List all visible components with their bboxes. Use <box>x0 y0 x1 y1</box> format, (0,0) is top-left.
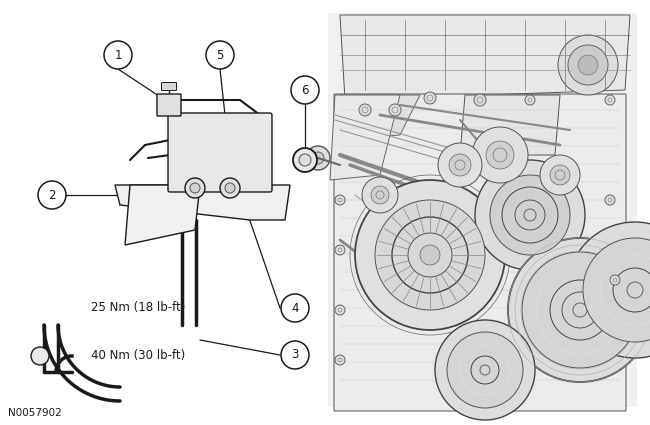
Text: 4: 4 <box>291 301 299 314</box>
Circle shape <box>335 355 345 365</box>
Circle shape <box>408 233 452 277</box>
Circle shape <box>613 268 650 312</box>
Text: 2: 2 <box>48 189 56 201</box>
Circle shape <box>392 217 468 293</box>
Circle shape <box>486 141 514 169</box>
Circle shape <box>600 255 650 325</box>
Polygon shape <box>460 95 560 155</box>
Circle shape <box>389 104 401 116</box>
Circle shape <box>225 183 235 193</box>
Circle shape <box>355 180 505 330</box>
Circle shape <box>281 294 309 322</box>
Circle shape <box>312 152 324 164</box>
Text: 5: 5 <box>216 48 224 62</box>
Circle shape <box>447 332 523 408</box>
Circle shape <box>293 148 317 172</box>
Circle shape <box>567 222 650 358</box>
Circle shape <box>550 280 610 340</box>
Circle shape <box>31 347 49 365</box>
Circle shape <box>524 209 536 221</box>
Circle shape <box>550 165 570 185</box>
Circle shape <box>605 195 615 205</box>
Text: 1: 1 <box>114 48 122 62</box>
Circle shape <box>299 154 311 166</box>
Circle shape <box>424 92 436 104</box>
Circle shape <box>525 95 535 105</box>
Text: 25 Nm (18 lb-ft): 25 Nm (18 lb-ft) <box>90 301 185 314</box>
Circle shape <box>540 155 580 195</box>
Circle shape <box>371 186 389 204</box>
Circle shape <box>359 104 371 116</box>
Circle shape <box>362 177 398 213</box>
Circle shape <box>474 94 486 106</box>
FancyBboxPatch shape <box>328 13 637 407</box>
Polygon shape <box>115 185 290 220</box>
Text: 6: 6 <box>301 83 309 96</box>
Circle shape <box>568 45 608 85</box>
Circle shape <box>460 345 510 395</box>
Circle shape <box>536 266 624 354</box>
FancyBboxPatch shape <box>157 94 181 116</box>
Text: 3: 3 <box>291 348 299 362</box>
Circle shape <box>335 305 345 315</box>
Circle shape <box>104 41 132 69</box>
Circle shape <box>515 200 545 230</box>
Circle shape <box>627 282 643 298</box>
Circle shape <box>502 187 558 243</box>
Circle shape <box>562 292 598 328</box>
Circle shape <box>480 365 490 375</box>
Polygon shape <box>125 185 200 245</box>
Polygon shape <box>335 95 420 140</box>
Circle shape <box>558 35 618 95</box>
Circle shape <box>578 55 598 75</box>
Circle shape <box>522 252 638 368</box>
Circle shape <box>471 356 499 384</box>
Circle shape <box>438 143 482 187</box>
Circle shape <box>508 238 650 382</box>
Circle shape <box>306 146 330 170</box>
FancyBboxPatch shape <box>161 82 177 91</box>
FancyBboxPatch shape <box>168 113 272 192</box>
Circle shape <box>185 178 205 198</box>
Circle shape <box>375 200 485 310</box>
Circle shape <box>281 341 309 369</box>
Circle shape <box>206 41 234 69</box>
Circle shape <box>335 245 345 255</box>
Circle shape <box>610 275 620 285</box>
Circle shape <box>605 95 615 105</box>
Circle shape <box>573 303 587 317</box>
Circle shape <box>420 245 440 265</box>
Circle shape <box>449 154 471 176</box>
Text: N0057902: N0057902 <box>8 408 62 418</box>
Circle shape <box>583 238 650 342</box>
Circle shape <box>475 160 585 270</box>
Circle shape <box>190 183 200 193</box>
Circle shape <box>220 178 240 198</box>
Polygon shape <box>330 95 400 180</box>
Text: 40 Nm (30 lb-ft): 40 Nm (30 lb-ft) <box>91 348 185 362</box>
Circle shape <box>435 320 535 420</box>
Circle shape <box>38 181 66 209</box>
Circle shape <box>335 195 345 205</box>
Circle shape <box>490 175 570 255</box>
Polygon shape <box>340 15 630 100</box>
Circle shape <box>472 127 528 183</box>
FancyBboxPatch shape <box>334 94 626 411</box>
Circle shape <box>291 76 319 104</box>
